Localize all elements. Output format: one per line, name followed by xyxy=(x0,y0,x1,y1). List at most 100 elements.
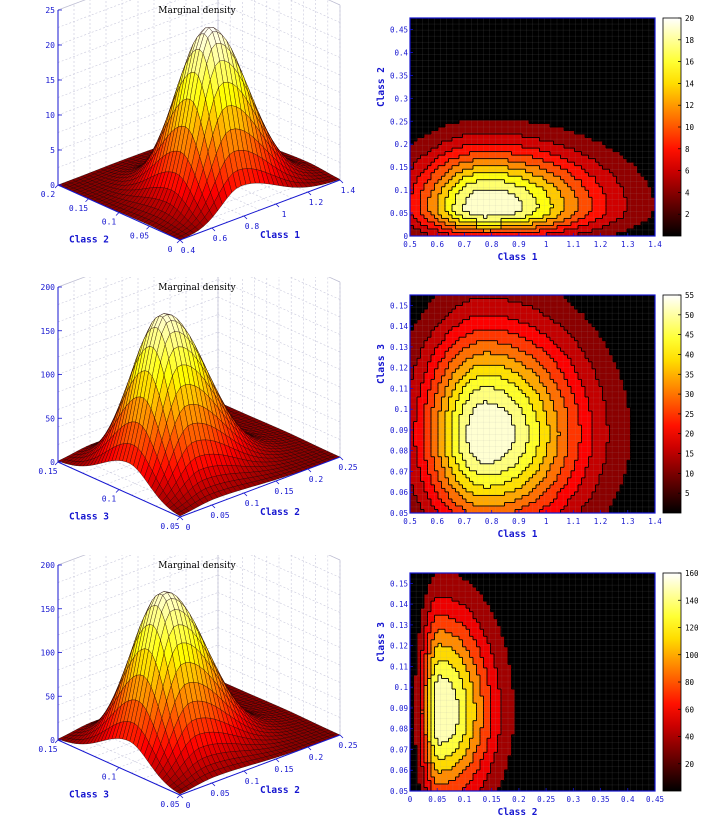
contour-cell xyxy=(494,218,498,223)
contour-cell xyxy=(606,158,610,163)
contour-cell xyxy=(550,165,554,170)
contour-cell xyxy=(438,414,442,419)
contour-cell xyxy=(585,165,589,170)
contour-cell xyxy=(553,137,558,142)
contour-cell xyxy=(574,193,579,198)
contour-cell xyxy=(466,169,470,174)
contour-cell xyxy=(417,418,421,422)
contour-cell xyxy=(476,176,481,181)
contour-cell xyxy=(613,228,617,233)
contour-cell xyxy=(553,130,558,135)
contour-cell xyxy=(543,197,547,202)
contour-cell xyxy=(606,200,610,205)
contour-cell xyxy=(413,382,418,387)
contour-cell xyxy=(466,144,470,149)
contour-cell xyxy=(455,183,460,188)
contour-cell xyxy=(490,200,495,205)
contour-cell xyxy=(469,176,474,181)
contour-cell xyxy=(599,155,603,160)
contour-cell xyxy=(424,134,428,138)
contour-cell xyxy=(459,119,463,124)
contour-cell xyxy=(483,190,488,195)
contour-cell xyxy=(434,432,439,437)
contour-cell xyxy=(494,127,498,131)
contour-cell xyxy=(543,127,547,131)
contour-cell xyxy=(455,165,460,170)
contour-cell xyxy=(567,179,572,184)
contour-cell xyxy=(441,347,446,352)
contour-cell xyxy=(480,204,484,209)
contour-cell xyxy=(417,347,421,352)
contour-cell xyxy=(560,172,565,177)
contour-cell xyxy=(515,197,519,202)
contour-cell xyxy=(487,155,491,160)
contour-cell xyxy=(546,148,551,153)
contour-cell xyxy=(490,155,495,160)
contour-cell xyxy=(567,148,572,153)
contour-cell xyxy=(434,439,439,444)
contour-cell xyxy=(420,323,425,328)
contour-cell xyxy=(522,169,526,174)
contour-cell xyxy=(599,158,603,163)
contour-cell xyxy=(522,141,526,145)
contour-cell xyxy=(417,193,421,198)
contour-cell xyxy=(560,232,565,237)
contour-cell xyxy=(490,137,495,142)
contour-cell xyxy=(473,151,477,156)
contour-cell xyxy=(546,228,551,233)
contour-cell xyxy=(445,151,449,156)
contour-cell xyxy=(427,414,432,419)
contour-cell xyxy=(581,172,586,177)
contour-cell xyxy=(452,172,456,177)
contour-cell xyxy=(504,186,509,191)
contour-cell xyxy=(427,162,432,167)
contour-cell xyxy=(574,162,579,167)
contour-cell xyxy=(522,162,526,167)
contour-cell xyxy=(508,207,512,212)
contour-cell xyxy=(441,155,446,160)
contour-cell xyxy=(441,435,446,440)
contour-cell xyxy=(490,151,495,156)
contour-cell xyxy=(518,214,523,219)
contour-cell xyxy=(571,228,575,233)
contour-cell xyxy=(536,204,540,209)
contour-cell xyxy=(627,225,631,230)
contour-cell xyxy=(644,186,649,191)
contour-cell xyxy=(581,155,586,160)
contour-cell xyxy=(637,186,642,191)
contour-cell xyxy=(413,463,418,468)
contour-cell xyxy=(557,214,561,219)
contour-cell xyxy=(585,190,589,195)
contour-cell xyxy=(434,358,439,363)
contour-cell xyxy=(410,176,414,181)
contour-cell xyxy=(431,169,435,174)
contour-cell xyxy=(504,218,509,223)
contour-cell xyxy=(476,162,481,167)
contour-cell xyxy=(445,330,449,335)
contour-cell xyxy=(543,221,547,226)
contour-cell xyxy=(574,200,579,205)
contour-cell xyxy=(595,193,600,198)
contour-cell xyxy=(508,141,512,145)
contour-cell xyxy=(592,158,596,163)
contour-cell xyxy=(452,127,456,131)
contour-cell xyxy=(550,225,554,230)
contour-cell xyxy=(637,221,642,226)
contour-cell xyxy=(504,193,509,198)
contour-cell xyxy=(420,467,425,472)
contour-cell xyxy=(644,204,649,209)
contour-cell xyxy=(410,442,414,447)
contour-cell xyxy=(536,144,540,149)
contour-cell xyxy=(441,470,446,475)
contour-cell xyxy=(623,183,628,188)
contour-cell xyxy=(427,386,432,391)
contour-cell xyxy=(515,211,519,216)
contour-cell xyxy=(420,351,425,356)
contour-cell xyxy=(511,119,516,124)
contour-cell xyxy=(431,232,435,237)
contour-cell xyxy=(613,225,617,230)
contour-cell xyxy=(441,463,446,468)
contour-cell xyxy=(532,225,537,230)
contour-cell xyxy=(564,155,568,160)
contour-cell xyxy=(515,218,519,223)
